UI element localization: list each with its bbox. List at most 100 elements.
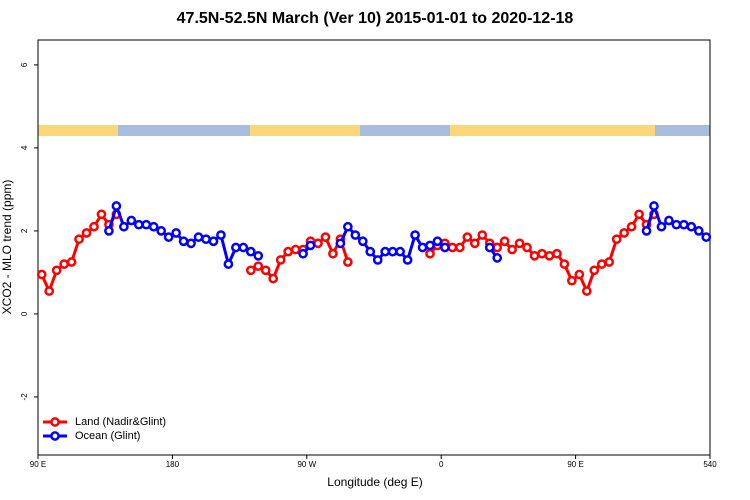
data-point [432, 236, 443, 247]
data-point [343, 257, 353, 267]
data-point [701, 232, 712, 242]
data-point [567, 275, 577, 286]
surface-strip [38, 125, 118, 136]
data-point [365, 246, 376, 257]
y-tick-label: -2 [20, 393, 29, 401]
data-point [133, 219, 144, 230]
chart-title: 47.5N-52.5N March (Ver 10) 2015-01-01 to… [177, 10, 574, 27]
surface-strip [360, 125, 450, 136]
surface-strip [118, 125, 250, 136]
data-point [350, 230, 361, 240]
data-point [59, 259, 69, 269]
data-point [619, 228, 629, 238]
data-point [298, 248, 308, 259]
data-point [574, 269, 585, 280]
surface-strip [655, 125, 710, 136]
data-point [328, 248, 338, 259]
x-tick-label: 90 W [297, 460, 316, 469]
data-point [537, 248, 547, 259]
data-point [581, 286, 592, 296]
data-point [253, 250, 264, 261]
data-point [89, 221, 99, 232]
data-point [119, 221, 129, 232]
data-point [484, 242, 495, 253]
data-point [313, 238, 323, 249]
plot-frame [37, 39, 711, 456]
data-point [357, 236, 368, 247]
data-point [74, 234, 84, 245]
x-tick-label: 90 E [567, 460, 583, 469]
data-point [201, 234, 211, 245]
data-point [425, 248, 435, 259]
data-point [163, 232, 174, 242]
data-point [268, 273, 279, 284]
data-point [380, 246, 391, 257]
data-point [559, 259, 570, 269]
data-point [656, 221, 667, 232]
data-point [148, 221, 159, 232]
data-point [402, 255, 413, 265]
data-point [81, 228, 92, 238]
data-point [440, 242, 450, 253]
data-point [178, 236, 189, 247]
data-point [186, 238, 196, 249]
data-point [679, 219, 689, 230]
data-point [492, 253, 503, 263]
data-point [641, 226, 652, 236]
data-point [275, 255, 286, 265]
data-point [44, 286, 55, 296]
data-point [335, 238, 346, 249]
x-tick-label: 90 E [30, 460, 46, 469]
legend-label: Ocean (Glint) [75, 430, 140, 442]
data-point [156, 226, 167, 236]
data-point [447, 242, 458, 253]
data-point [216, 230, 226, 240]
data-point [664, 215, 674, 226]
data-point [671, 219, 682, 230]
data-point [104, 226, 114, 236]
data-point [589, 265, 600, 276]
data-point [290, 244, 301, 255]
data-point [208, 236, 219, 247]
data-point [514, 238, 525, 249]
surface-strip [450, 125, 655, 136]
data-point [686, 221, 697, 232]
legend-label: Land (Nadir&Glint) [75, 416, 166, 428]
data-point [417, 242, 428, 253]
data-point [522, 242, 532, 253]
x-tick-label: 0 [439, 460, 444, 469]
data-point [245, 246, 256, 257]
data-point [469, 238, 480, 249]
data-point [544, 250, 555, 261]
data-point [693, 226, 704, 236]
data-point [238, 242, 249, 253]
data-point [477, 230, 488, 240]
data-point [141, 219, 152, 230]
y-tick-label: 0 [20, 311, 29, 316]
data-point [96, 209, 107, 220]
data-point [36, 269, 47, 280]
y-tick-label: 4 [20, 145, 29, 150]
y-axis-label: XCO2 - MLO trend (ppm) [0, 180, 14, 315]
x-tick-label: 180 [166, 460, 180, 469]
data-point [171, 228, 181, 238]
data-point [626, 221, 637, 232]
data-point [51, 265, 62, 276]
legend-marker [50, 431, 60, 441]
data-point [462, 232, 473, 242]
data-point [552, 248, 562, 259]
legend-marker [50, 417, 60, 427]
data-point [492, 242, 503, 253]
y-tick-label: 6 [20, 62, 29, 67]
data-point [372, 255, 383, 265]
data-point [596, 259, 607, 269]
data-point [507, 244, 517, 255]
data-point [634, 209, 644, 220]
y-tick-label: 2 [20, 228, 29, 233]
data-point [66, 257, 77, 267]
data-point [126, 215, 137, 226]
x-tick-label: 540 [703, 460, 717, 469]
data-point [305, 240, 316, 251]
